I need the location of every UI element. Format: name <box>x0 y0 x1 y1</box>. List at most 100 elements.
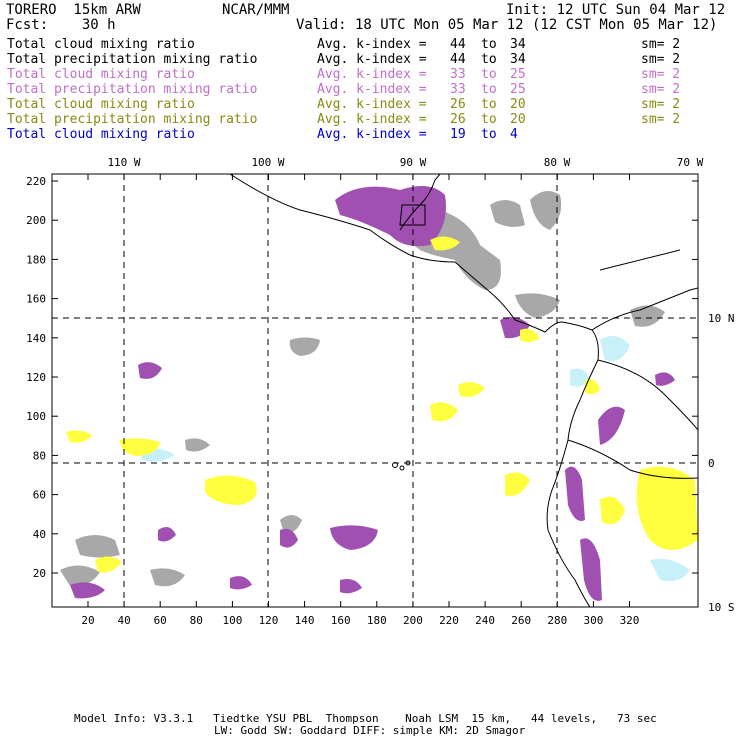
purple-area-6 <box>565 466 585 521</box>
physics-info: LW: Godd SW: Goddard DIFF: simple KM: 2D… <box>214 724 526 737</box>
x-tick-label: 80 <box>190 614 203 627</box>
purple-area-2 <box>330 525 378 550</box>
x-tick-label: 260 <box>511 614 531 627</box>
x-tick-label: 180 <box>367 614 387 627</box>
yellow-area-4 <box>430 402 458 422</box>
yellow-area-12 <box>585 379 600 395</box>
legend-field: Total cloud mixing ratio <box>7 127 195 142</box>
yellow-area-9 <box>430 236 460 251</box>
legend-avg: Avg. k-index = <box>317 67 427 82</box>
south-america-coast <box>546 329 599 607</box>
legend-k2: 34 <box>510 37 526 52</box>
purple-areas <box>70 186 675 601</box>
gray-area-caribbean-1 <box>530 191 562 230</box>
valid-time: Valid: 18 UTC Mon 05 Mar 12 (12 CST Mon … <box>296 17 718 33</box>
x-tick-label: 160 <box>331 614 351 627</box>
y-tick-label: 120 <box>26 371 46 384</box>
guatemala-border <box>399 204 426 226</box>
y-tick-label: 180 <box>26 253 46 266</box>
cyan-area-1 <box>600 336 630 361</box>
x-tick-label: 140 <box>295 614 315 627</box>
coastlines <box>229 174 698 607</box>
lat-lon-grid <box>52 174 698 607</box>
x-tick-label: 320 <box>620 614 640 627</box>
purple-area-11 <box>230 576 252 590</box>
legend-avg: Avg. k-index = <box>317 97 427 112</box>
map-axes: 220 200 180 160 140 120 100 80 60 40 20 20 40 60 80 100… <box>26 156 734 627</box>
legend-to: to <box>481 67 497 82</box>
legend-k2: 25 <box>510 82 526 97</box>
legend-field: Total cloud mixing ratio <box>7 97 195 112</box>
purple-area-7 <box>580 538 602 601</box>
x-tick-label: 120 <box>259 614 279 627</box>
legend-sm: sm= 2 <box>641 37 681 52</box>
x-tick-label: 100 <box>222 614 242 627</box>
map-frame <box>51 173 699 608</box>
legend-sm: sm= 2 <box>641 97 681 112</box>
legend-field: Total precipitation mixing ratio <box>7 52 258 67</box>
x-tick-label: 240 <box>475 614 495 627</box>
y-tick-label: 160 <box>26 293 46 306</box>
yellow-area-11 <box>520 328 540 343</box>
yellow-area-3 <box>66 430 92 443</box>
gray-area-pacific-5 <box>280 515 302 534</box>
purple-area-9 <box>655 372 675 386</box>
legend-avg: Avg. k-index = <box>317 37 427 52</box>
yellow-area-8 <box>600 496 625 525</box>
legend-k2: 34 <box>510 52 526 67</box>
legend-to: to <box>481 52 497 67</box>
legend-k2: 20 <box>510 112 526 127</box>
andes-border-1 <box>597 359 698 431</box>
x-tick-label: 60 <box>154 614 167 627</box>
x-tick-label: 40 <box>117 614 130 627</box>
gray-area-pacific-4 <box>150 568 185 587</box>
cyan-area-3 <box>650 558 690 582</box>
mexico-coast <box>229 174 593 333</box>
legend-avg: Avg. k-index = <box>317 112 427 127</box>
yellow-area-2 <box>120 438 160 456</box>
legend-to: to <box>481 97 497 112</box>
legend-sm: sm= 2 <box>641 52 681 67</box>
purple-area-4 <box>340 579 362 594</box>
gray-area-pacific-6 <box>630 305 665 327</box>
legend-k1: 26 <box>450 112 466 127</box>
latitude-label: 10 N <box>708 312 735 325</box>
cuba-coast <box>599 249 681 271</box>
y-tick-label: 40 <box>33 528 46 541</box>
yellow-area-7 <box>636 466 698 550</box>
legend-to: to <box>481 127 497 142</box>
gray-area-pacific-1 <box>289 337 320 356</box>
gray-area-pacific-2 <box>60 565 100 587</box>
yellow-area-10 <box>95 556 122 573</box>
x-tick-label: 280 <box>547 614 567 627</box>
purple-area-10 <box>158 526 176 542</box>
longitude-label: 90 W <box>400 156 427 169</box>
legend-k1: 44 <box>450 52 466 67</box>
latitude-label: 0 <box>708 457 715 470</box>
legend-k1: 19 <box>450 127 466 142</box>
gray-area-pacific-3 <box>75 535 120 558</box>
legend-field: Total precipitation mixing ratio <box>7 112 258 127</box>
init-time: Init: 12 UTC Sun 04 Mar 12 <box>506 2 726 18</box>
model-title: TORERO 15km ARW <box>6 2 141 18</box>
y-tick-label: 60 <box>33 489 46 502</box>
andes-border-2 <box>567 439 698 479</box>
yellow-area-5 <box>458 382 485 397</box>
x-tick-label: 200 <box>403 614 423 627</box>
legend-k1: 33 <box>450 82 466 97</box>
cyan-areas <box>140 336 690 582</box>
gray-area-caribbean-2 <box>490 200 525 227</box>
y-tick-label: 140 <box>26 332 46 345</box>
legend-field: Total cloud mixing ratio <box>7 37 195 52</box>
longitude-label: 80 W <box>544 156 571 169</box>
y-tick-label: 200 <box>26 214 46 227</box>
longitude-label: 100 W <box>251 156 284 169</box>
longitude-label: 110 W <box>107 156 140 169</box>
y-tick-label: 220 <box>26 175 46 188</box>
y-tick-label: 80 <box>33 449 46 462</box>
latitude-label: 10 S <box>708 601 735 614</box>
x-tick-label: 20 <box>81 614 94 627</box>
model-info: Model Info: V3.3.1 Tiedtke YSU PBL Thomp… <box>74 712 657 725</box>
galapagos-islands <box>392 460 411 471</box>
legend-k1: 44 <box>450 37 466 52</box>
